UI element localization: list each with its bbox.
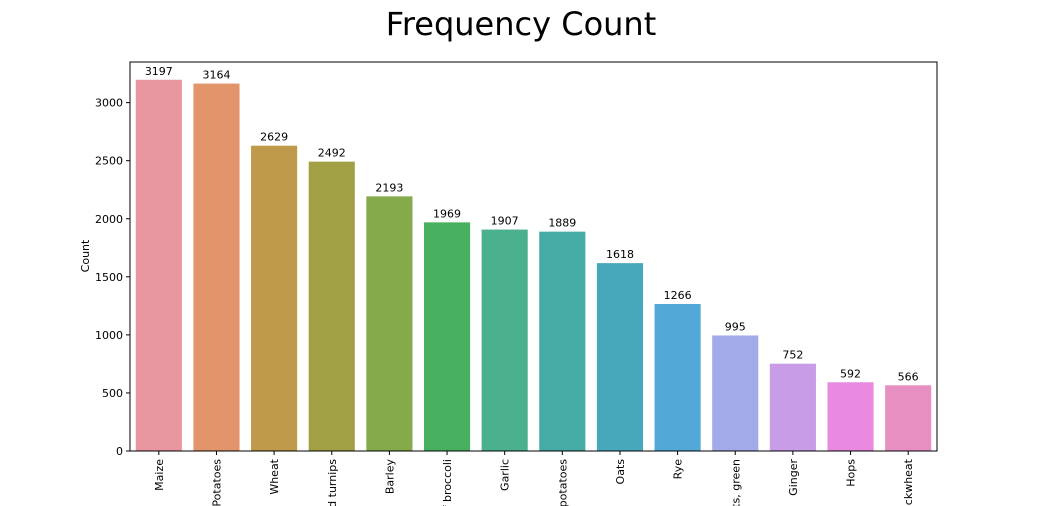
x-tick-label-13: ckwheat [902,458,915,505]
x-tick-label-7: potatoes [556,459,569,506]
data-label-9: 1266 [664,289,692,302]
x-axis-ticks: Maize Potatoes Wheat d turnips Barley f brocc… [153,451,915,506]
x-tick-label-1: Potatoes [210,459,223,506]
data-label-6: 1907 [491,215,519,228]
data-label-13: 566 [898,370,919,383]
bar-0 [135,79,182,452]
bar-10 [712,335,759,451]
bar-12 [827,382,874,451]
y-tick-label-0: 0 [116,445,123,458]
x-tick-label-4: Barley [383,459,396,495]
x-tick-label-6: Garlic [499,459,512,491]
data-label-3: 2492 [318,147,346,160]
bar-8 [596,263,644,451]
data-label-7: 1889 [548,217,576,230]
bar-1 [193,83,240,451]
bar-13 [885,385,932,451]
x-tick-label-8: Oats [614,459,627,485]
chart-title: Frequency Count [386,5,657,43]
x-tick-label-3: d turnips [326,459,339,506]
bar-11 [769,363,816,451]
y-axis-ticks: 0 500 1000 1500 2000 2500 3000 [95,97,130,458]
bar-5 [423,222,471,451]
y-tick-label-5: 2500 [95,155,123,168]
bar-4 [366,196,413,451]
bar-7 [539,231,586,451]
data-label-0: 3197 [145,65,173,78]
x-tick-label-11: Ginger [787,459,800,496]
x-tick-label-5: f broccoli [441,459,454,506]
y-tick-label-1: 500 [102,387,123,400]
x-tick-label-9: Rye [672,459,685,480]
y-axis-label: Count [79,239,92,272]
bar-2 [251,145,298,451]
data-label-5: 1969 [433,207,461,220]
data-label-2: 2629 [260,131,288,144]
data-labels-group: 3197 3164 2629 2492 2193 1969 1907 1889 1618 1266… [145,65,919,384]
bar-3 [308,161,355,451]
data-label-1: 3164 [202,69,230,82]
data-label-8: 1618 [606,248,634,261]
x-tick-label-0: Maize [153,459,166,491]
data-label-11: 752 [782,349,803,362]
bar-9 [654,303,701,451]
y-tick-label-6: 3000 [95,97,123,110]
x-tick-label-12: Hops [845,459,858,487]
y-tick-label-3: 1500 [95,271,123,284]
bars-group [135,79,932,452]
x-tick-label-2: Wheat [268,458,281,494]
y-tick-label-2: 1000 [95,329,123,342]
bar-6 [481,229,528,451]
plot-frame [129,61,938,452]
data-label-12: 592 [840,367,861,380]
data-label-10: 995 [725,320,746,333]
data-label-4: 2193 [375,181,403,194]
x-tick-label-10: ts, green [729,459,742,506]
y-tick-label-4: 2000 [95,213,123,226]
